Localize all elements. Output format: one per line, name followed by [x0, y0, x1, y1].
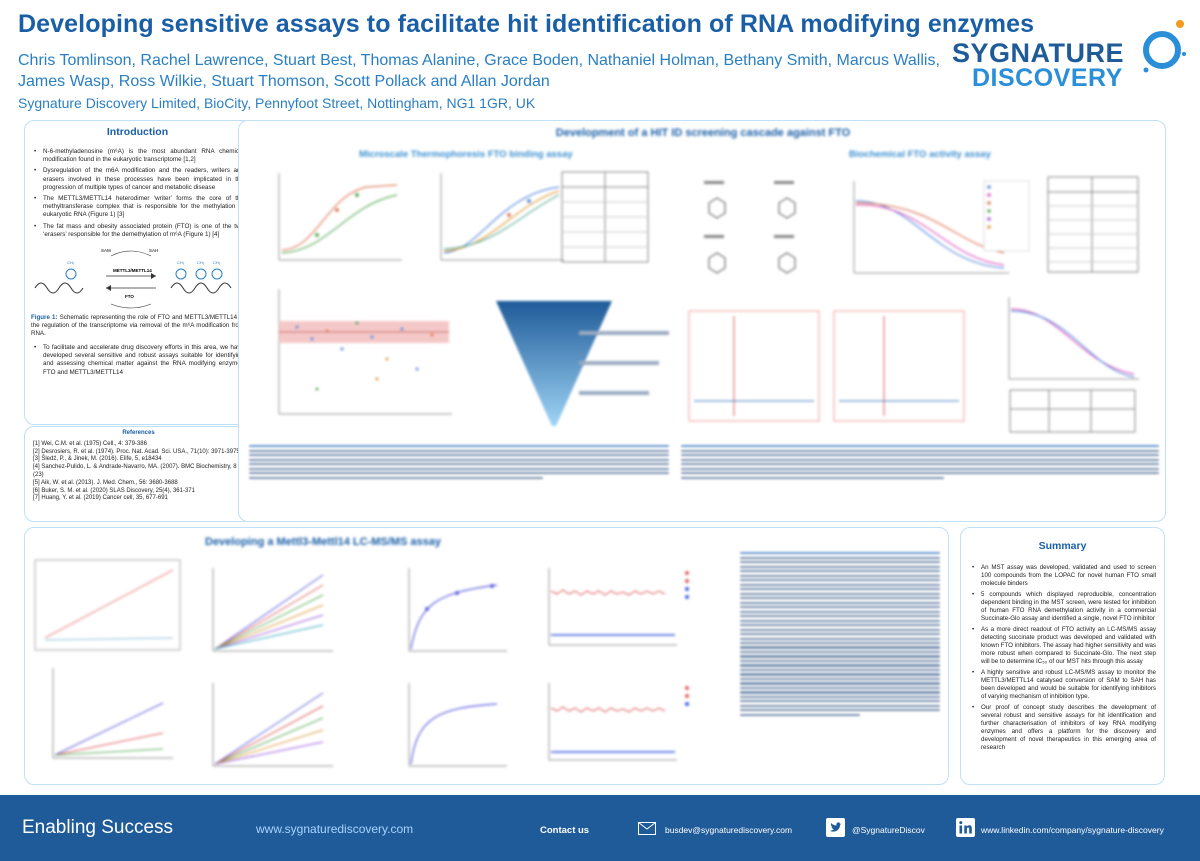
summary-bullet: Our proof of concept study describes the… [969, 704, 1156, 752]
summary-title: Summary [1038, 540, 1087, 552]
intro-bullet: The fat mass and obesity associated prot… [31, 223, 244, 239]
summary-bullet: As a more direct readout of FTO activity… [969, 626, 1156, 666]
sygnature-logo: SYGNATURE DISCOVERY [950, 14, 1190, 94]
figure-1-caption: Figure 1: Schematic representing the rol… [31, 314, 244, 338]
mettl3-control-chart-2 [548, 683, 689, 761]
email-icon [638, 822, 656, 835]
fto-ic50-curves-chart [853, 180, 1030, 274]
mst-figure-caption [249, 443, 669, 481]
linkedin-icon[interactable] [956, 818, 975, 837]
mst-kd-table [561, 171, 649, 263]
summary-bullet: 5 compounds which displayed reproducible… [969, 591, 1156, 623]
intro-bullet: Dysregulation of the m6A modification an… [31, 167, 244, 192]
summary-panel: Summary An MST assay was developed, vali… [960, 527, 1165, 785]
introduction-title: Introduction [106, 126, 169, 138]
reference-item: [3] Šledź, P., & Jinek, M. (2016). Elife… [33, 456, 162, 463]
mst-dose-response-chart [440, 173, 564, 261]
biochem-figure-caption [681, 443, 1159, 481]
logo-line-2: DISCOVERY [972, 64, 1123, 92]
fig-writer-label: METTL3/METTL14 [113, 268, 152, 273]
fto-ic50-table [1047, 176, 1139, 273]
mettl3-time-course-chart [212, 568, 333, 652]
footer-email-link[interactable]: busdev@sygnaturediscovery.com [665, 825, 793, 835]
sam-sah-conversion-chart [34, 559, 181, 651]
biochem-section-title: Biochemical FTO activity assay [849, 149, 991, 160]
figure-1-caption-text: Schematic representing the role of FTO a… [31, 314, 244, 338]
fig-ch3-label: CH₃ [213, 260, 221, 265]
reference-item: [6] Buker, S. M. et al. (2020) SLAS Disc… [33, 487, 195, 494]
reference-item: [7] Huang, Y. et al. (2019) Cancer cell,… [33, 495, 168, 502]
compound-structures [704, 181, 796, 274]
twitter-icon[interactable] [826, 818, 845, 837]
fto-cascade-panel: Development of a HIT ID screening cascad… [238, 120, 1166, 522]
mettl3-control-chart-1 [548, 568, 689, 646]
logo-line-1: SYGNATURE [952, 38, 1125, 68]
summary-bullet: A highly sensitive and robust LC-MS/MS a… [969, 669, 1156, 701]
fig-ch3-label: CH₃ [197, 260, 205, 265]
fig-eraser-label: FTO [125, 294, 134, 299]
affiliation: Sygnature Discovery Limited, BioCity, Pe… [18, 95, 536, 111]
reference-item: [5] Aik, W. et al. (2013). J. Med. Chem.… [33, 479, 178, 486]
mst-section-title: Microscale Thermophoresis FTO binding as… [359, 149, 573, 160]
mettl3-panel: Developing a Mettl3-Mettl14 LC-MS/MS ass… [24, 527, 949, 785]
mettl3-enzyme-titration-chart [52, 668, 173, 759]
fig-sam-label: SAM [101, 248, 111, 253]
mettl3-michaelis-menten-chart [408, 568, 507, 652]
figure-1-label: Figure 1: [31, 314, 58, 322]
mettl3-time-course-chart-2 [212, 683, 333, 767]
mettl3-figure-caption [740, 550, 940, 718]
mettl3-michaelis-menten-chart-2 [408, 683, 507, 767]
mst-binding-curve-chart [278, 173, 402, 261]
intro-bullet: The METTL3/METTL14 heterodimer ‘writer’ … [31, 195, 244, 220]
funnel-steps-text [579, 331, 669, 395]
reference-item: [4] Sanchez-Pulido, L. & Andrade-Navarro… [33, 464, 237, 478]
figure-1-schematic: SAM SAH METTL3/METTL14 FTO CH₃ CH₃ CH₃ C… [34, 248, 232, 309]
fig-sah-label: SAH [149, 248, 158, 253]
reference-item: [1] Wei, C.M. et al. (1975) Cell., 4: 37… [33, 440, 147, 447]
references-panel: References [1] Wei, C.M. et al. (1975) C… [24, 426, 253, 522]
intro-bullet: N-6-methyladenosine (m⁶A) is the most ab… [31, 148, 244, 164]
introduction-panel: Introduction N-6-methyladenosine (m⁶A) i… [24, 120, 253, 425]
footer-website-link[interactable]: www.sygnaturediscovery.com [256, 822, 414, 836]
lcms-chromatogram-chart [688, 310, 965, 422]
footer-bar: Enabling Success www.sygnaturediscovery.… [0, 795, 1200, 861]
authors-line-2: James Wasp, Ross Wilkie, Stuart Thomson,… [18, 73, 550, 90]
authors-line-1: Chris Tomlinson, Rachel Lawrence, Stuart… [18, 52, 940, 69]
fig-ch3-label: CH₃ [177, 260, 185, 265]
footer-linkedin-link[interactable]: www.linkedin.com/company/sygnature-disco… [981, 825, 1164, 835]
fto-cascade-title: Development of a HIT ID screening cascad… [555, 127, 851, 139]
mst-screen-scatter-chart [278, 289, 452, 415]
summary-bullet: An MST assay was developed, validated an… [969, 564, 1156, 588]
fig-ch3-label: CH₃ [67, 260, 75, 265]
intro-bullet: To facilitate and accelerate drug discov… [31, 344, 244, 377]
mettl3-title: Developing a Mettl3-Mettl14 LC-MS/MS ass… [205, 536, 441, 548]
footer-contact-label: Contact us [540, 825, 590, 836]
footer-tagline: Enabling Success [22, 817, 174, 838]
reference-item: [2] Desrosiers, R. et al. (1974). Proc. … [33, 448, 240, 455]
references-title: References [122, 430, 155, 436]
poster-title: Developing sensitive assays to facilitat… [18, 10, 1035, 38]
footer-twitter-link[interactable]: @SygnatureDiscov [852, 825, 925, 835]
logo-mark-icon [1143, 20, 1186, 73]
lcms-ic50-table [1009, 389, 1136, 433]
fto-lcms-ic50-chart [1008, 297, 1139, 380]
